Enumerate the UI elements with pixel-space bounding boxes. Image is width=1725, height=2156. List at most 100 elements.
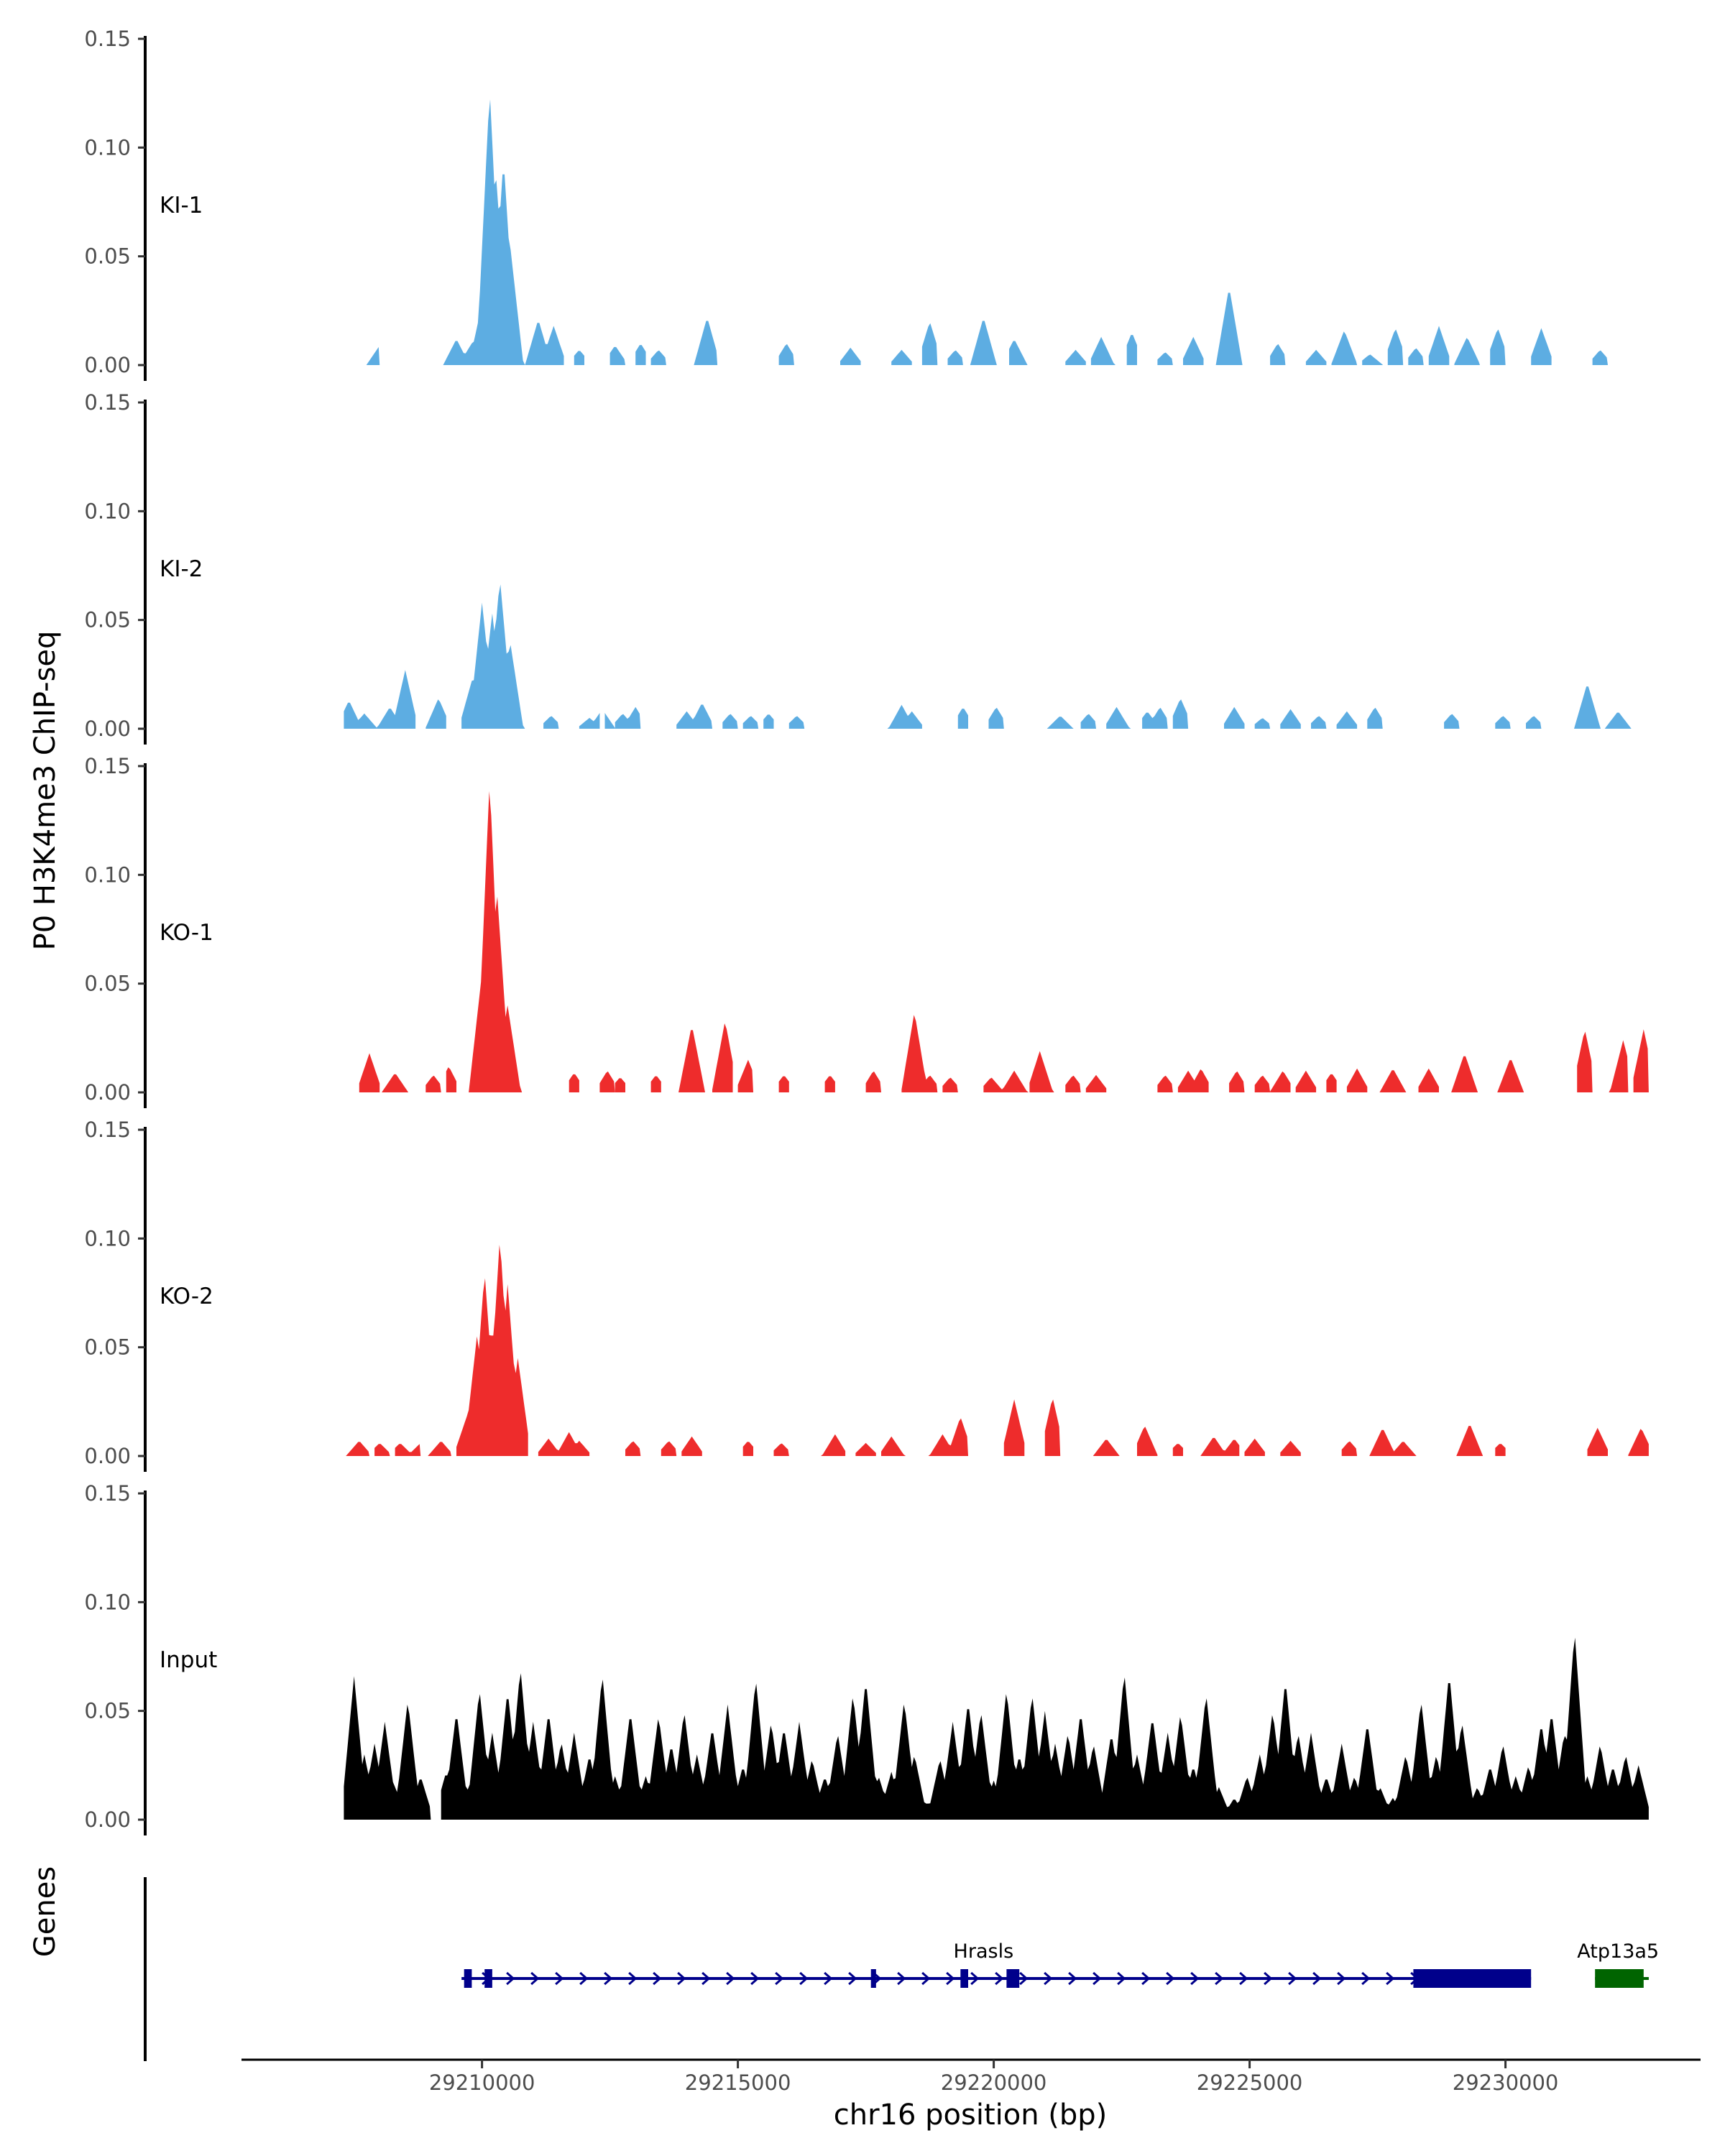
y-tick-label: 0.10: [84, 135, 131, 160]
signal-area: [1490, 329, 1506, 365]
exon: [1006, 1969, 1020, 1988]
signal-area: [881, 704, 922, 729]
signal-area: [446, 1067, 456, 1092]
strand-arrow: [628, 1971, 638, 1986]
signal-area: [456, 1245, 528, 1456]
gene-atp13a5: Atp13a5: [1577, 1940, 1659, 1988]
signal-area: [742, 716, 759, 729]
signal-area: [957, 709, 968, 729]
strand-arrow: [1264, 1971, 1273, 1986]
signal-area: [1341, 1441, 1358, 1456]
signal-area: [1126, 335, 1137, 365]
signal-area: [1311, 716, 1327, 729]
track-ki-1: 0.00 0.05 0.10 0.15 KI-1: [84, 27, 1608, 381]
x-tick-label: 29225000: [1197, 2070, 1303, 2095]
strand-arrow: [824, 1971, 833, 1986]
signal-area: [344, 670, 416, 729]
signal-area: [1362, 354, 1383, 365]
y-tick-label: 0.15: [84, 1118, 131, 1142]
track-input: 0.00 0.05 0.10 0.15 Input: [84, 1481, 1649, 1835]
signal-area: [1172, 1444, 1183, 1456]
signal-area: [1080, 714, 1096, 729]
signal-area: [344, 1676, 431, 1820]
signal-area: [1280, 709, 1301, 729]
exon: [484, 1969, 492, 1988]
signal-area: [1444, 714, 1460, 729]
signal-area: [1142, 707, 1168, 729]
signal-area: [901, 1015, 938, 1092]
signal-area: [1633, 1029, 1649, 1092]
strand-arrow: [726, 1971, 735, 1986]
y-axis-title: P0 H3K4me3 ChIP-seq: [29, 631, 62, 951]
signal-area: [1270, 344, 1286, 365]
gene-hrasls: Hrasls: [461, 1940, 1532, 1988]
strand-arrow: [946, 1971, 955, 1986]
sample-label: Input: [160, 1647, 217, 1673]
signal-area: [942, 1077, 958, 1092]
y-tick-label: 0.00: [84, 1444, 131, 1468]
signal-area: [1009, 341, 1030, 365]
signal-area: [574, 351, 584, 365]
signal-area: [840, 347, 861, 365]
strand-arrow: [653, 1971, 662, 1986]
y-tick-label: 0.00: [84, 353, 131, 377]
signal-area: [1428, 326, 1450, 365]
signal-area: [1495, 716, 1511, 729]
exon: [464, 1969, 472, 1988]
exon: [1595, 1969, 1644, 1988]
signal-area: [1295, 1070, 1317, 1092]
signal-area: [983, 1070, 1030, 1092]
track-ko-2: 0.00 0.05 0.10 0.15 KO-2: [84, 1118, 1649, 1472]
signal-area: [1587, 1427, 1608, 1456]
y-tick-label: 0.15: [84, 1481, 131, 1506]
strand-arrow: [970, 1971, 980, 1986]
signal-area: [1577, 1031, 1593, 1092]
strand-arrow: [530, 1971, 540, 1986]
signal-area: [1377, 1070, 1409, 1092]
signal-area: [1177, 1069, 1209, 1092]
signal-area: [763, 714, 774, 729]
strand-arrow: [1141, 1971, 1151, 1986]
x-tick-label: 29215000: [685, 2070, 791, 2095]
signal-area: [1198, 1437, 1240, 1456]
strand-arrow: [897, 1971, 906, 1986]
signal-area: [1172, 699, 1189, 729]
sample-label: KO-2: [160, 1284, 213, 1309]
strand-arrow: [604, 1971, 613, 1986]
signal-area: [466, 791, 554, 1092]
signal-area: [426, 699, 446, 729]
signal-area: [441, 1637, 1649, 1820]
signal-area: [635, 345, 646, 365]
strand-arrow: [1288, 1971, 1297, 1986]
signal-area: [1531, 328, 1552, 365]
x-tick-label: 29220000: [941, 2070, 1047, 2095]
signal-area: [681, 321, 718, 365]
signal-area: [461, 584, 533, 729]
signal-area: [380, 1074, 410, 1092]
strand-arrow: [799, 1971, 809, 1986]
exon: [960, 1969, 968, 1988]
signal-area: [1336, 711, 1358, 729]
signal-area: [742, 1442, 753, 1456]
strand-arrow: [921, 1971, 931, 1986]
signal-area: [988, 707, 1004, 729]
signal-area: [921, 323, 938, 365]
signal-area: [1157, 1075, 1173, 1092]
signal-area: [1305, 349, 1327, 365]
signal-area: [1090, 1439, 1122, 1456]
strand-arrow: [1117, 1971, 1126, 1986]
strand-arrow: [1361, 1971, 1371, 1986]
signal-area: [881, 1436, 907, 1456]
signal-area: [1229, 1071, 1245, 1092]
signal-area: [947, 350, 963, 365]
signal-area: [1065, 1075, 1081, 1092]
signal-area: [538, 1432, 590, 1456]
signal-area: [1526, 716, 1542, 729]
gene-label: Hrasls: [954, 1940, 1014, 1963]
y-tick-label: 0.15: [84, 27, 131, 51]
signal-area: [722, 714, 738, 729]
signal-area: [1495, 1060, 1526, 1092]
y-tick-label: 0.00: [84, 1080, 131, 1105]
signal-area: [374, 1444, 390, 1456]
